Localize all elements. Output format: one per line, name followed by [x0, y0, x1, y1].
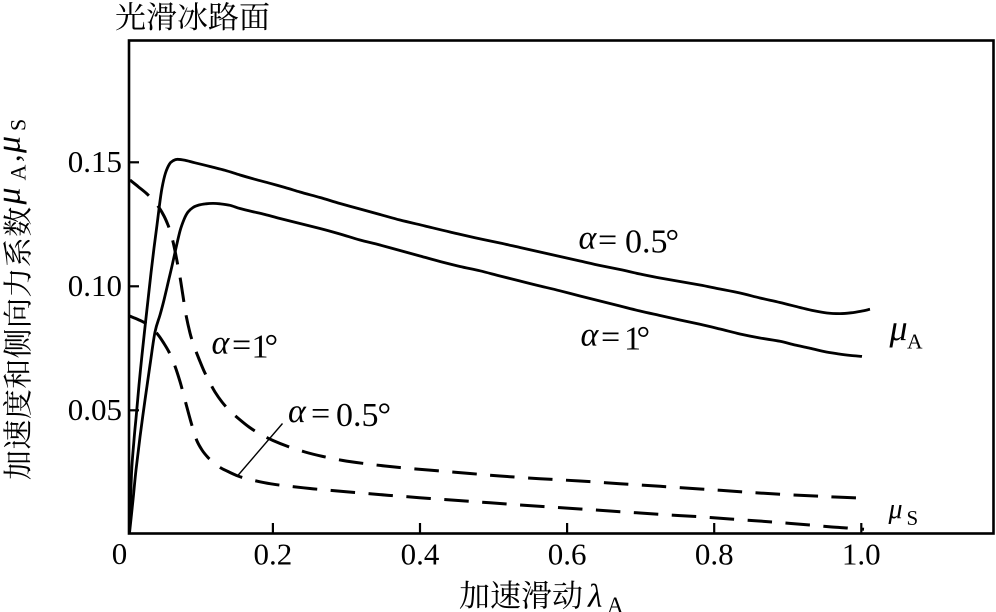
- svg-text:A: A: [607, 593, 624, 612]
- svg-text:0.4: 0.4: [401, 536, 440, 571]
- svg-text:A: A: [907, 330, 923, 354]
- svg-text:0.2: 0.2: [254, 536, 293, 571]
- svg-text:0.05: 0.05: [68, 392, 122, 427]
- svg-text:°: °: [265, 329, 279, 366]
- svg-text:μ: μ: [0, 187, 28, 205]
- svg-text:0.8: 0.8: [695, 536, 734, 571]
- svg-text:=: =: [311, 396, 330, 433]
- svg-text:=: =: [598, 222, 617, 259]
- svg-text:λ: λ: [587, 579, 602, 612]
- svg-text:S: S: [6, 119, 31, 131]
- svg-text:α: α: [288, 393, 307, 430]
- svg-text:α: α: [212, 325, 231, 362]
- svg-text:A: A: [6, 165, 31, 181]
- svg-text:0.10: 0.10: [68, 268, 122, 303]
- svg-text:°: °: [666, 224, 680, 261]
- svg-text:0.6: 0.6: [548, 536, 587, 571]
- svg-text:α: α: [581, 317, 600, 354]
- svg-text:=: =: [232, 327, 251, 364]
- svg-text:S: S: [907, 506, 919, 530]
- svg-text:0.5: 0.5: [625, 224, 668, 261]
- svg-text:1: 1: [624, 321, 641, 358]
- svg-text:μ: μ: [0, 136, 28, 154]
- svg-text:°: °: [378, 397, 392, 434]
- svg-text:μ: μ: [889, 308, 908, 348]
- svg-text:=: =: [601, 319, 620, 356]
- svg-text:1: 1: [252, 329, 269, 366]
- svg-text:,: ,: [0, 155, 27, 163]
- svg-text:μ: μ: [888, 494, 903, 525]
- svg-text:0.5: 0.5: [336, 397, 379, 434]
- svg-text:0.15: 0.15: [68, 144, 122, 179]
- svg-text:α: α: [579, 220, 598, 257]
- svg-text:1.0: 1.0: [842, 536, 881, 571]
- svg-text:°: °: [637, 321, 651, 358]
- svg-text:0: 0: [112, 536, 128, 571]
